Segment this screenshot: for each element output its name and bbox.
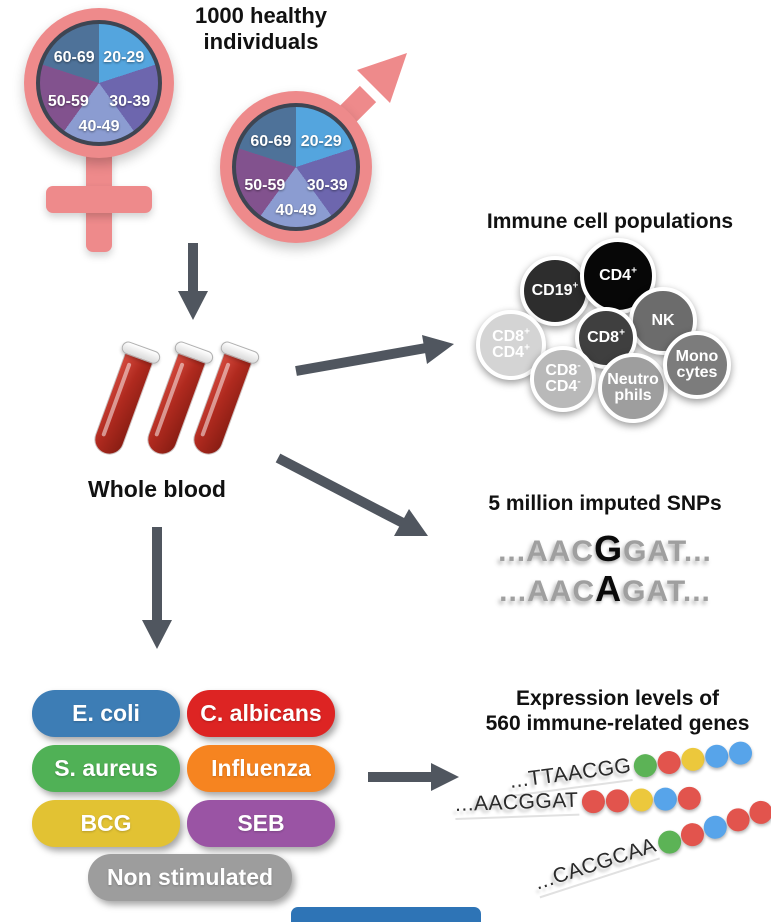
expression-dot <box>605 788 629 813</box>
cell-circle-cd19: CD19+ <box>520 256 590 326</box>
expression-dot <box>728 740 754 766</box>
arrow-blood-to-snps <box>275 453 428 536</box>
whole-blood-label: Whole blood <box>88 476 226 502</box>
study-title-line1: 1000 healthy <box>194 3 328 28</box>
snp-variant-letter: A <box>595 568 623 609</box>
expression-dot <box>629 788 653 812</box>
expression-title: Expression levels of 560 immune-related … <box>455 686 771 736</box>
age-label-20-29: 20-29 <box>300 132 342 150</box>
female-circle: 20-29 30-39 40-49 50-59 60-69 <box>24 8 174 158</box>
age-label-40-49: 40-49 <box>275 202 317 220</box>
stimulus-pill-seb: SEB <box>187 800 335 847</box>
age-label-50-59: 50-59 <box>244 177 286 195</box>
snp-sequence-alt: ...AACAGAT... <box>499 568 711 609</box>
expression-dot <box>656 749 683 776</box>
stimulus-pill-bcg: BCG <box>32 800 180 847</box>
expression-dot <box>653 787 677 812</box>
study-title-line2: individuals <box>203 29 319 54</box>
expression-dot <box>746 797 771 827</box>
cell-circle-cd8neg-cd4neg: CD8- CD4- <box>530 346 596 412</box>
expression-dot <box>632 752 659 779</box>
expression-title-line1: Expression levels of <box>515 687 720 710</box>
stimulus-pill-nonstimulated: Non stimulated <box>88 854 292 901</box>
cell-circle-neutrophils: Neutro phils <box>598 353 668 423</box>
expression-dot <box>680 746 707 773</box>
arrow-individuals-to-blood <box>178 243 208 320</box>
stimulus-pill-calbicans: C. albicans <box>187 690 335 737</box>
expression-title-line2: 560 immune-related genes <box>485 712 750 735</box>
stimulus-pill-ecoli: E. coli <box>32 690 180 737</box>
arrow-blood-to-stimuli <box>142 527 172 649</box>
male-circle: 20-29 30-39 40-49 50-59 60-69 <box>220 91 372 243</box>
immune-cells-cluster: CD19+ CD4+ NK CD8+ CD8+ CD4+ CD8- CD4- N… <box>470 235 750 435</box>
female-age-pie: 20-29 30-39 40-49 50-59 60-69 <box>36 20 162 146</box>
age-label-60-69: 60-69 <box>53 49 95 67</box>
snp-variant-letter: G <box>594 528 624 569</box>
snp-sequence-ref: ...AACGGAT... <box>498 528 712 569</box>
cell-circle-monocytes: Mono cytes <box>663 331 731 399</box>
snps-title: 5 million imputed SNPs <box>488 492 722 515</box>
age-label-30-39: 30-39 <box>306 177 348 195</box>
arrow-blood-to-cells <box>295 335 454 376</box>
age-label-60-69: 60-69 <box>250 132 292 150</box>
stimulus-pill-saureus: S. aureus <box>32 745 180 792</box>
expression-dot <box>677 786 701 811</box>
arrow-stimuli-to-expression <box>368 763 459 791</box>
immune-cells-title: Immune cell populations <box>486 210 734 233</box>
age-label-30-39: 30-39 <box>109 92 151 110</box>
study-title: 1000 healthy individuals <box>172 3 350 55</box>
expression-dot <box>581 789 605 814</box>
footer-bar <box>291 907 481 922</box>
age-label-20-29: 20-29 <box>103 49 145 67</box>
male-age-pie: 20-29 30-39 40-49 50-59 60-69 <box>232 103 360 231</box>
age-label-50-59: 50-59 <box>47 92 89 110</box>
expression-dot <box>704 743 731 770</box>
age-label-40-49: 40-49 <box>78 117 120 135</box>
female-cross-horizontal <box>46 186 152 213</box>
stimulus-pill-influenza: Influenza <box>187 745 335 792</box>
